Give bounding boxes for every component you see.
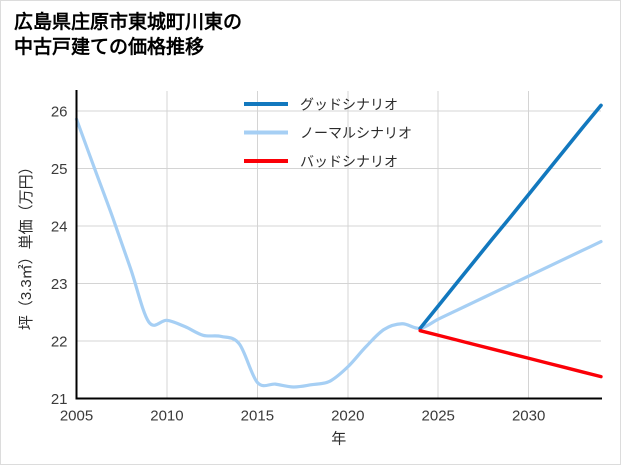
legend-label: バッドシナリオ — [300, 154, 398, 170]
x-axis-tick-labels: 2005 2010 2015 2020 2025 2030 — [60, 408, 546, 425]
y-axis-title: 坪（3.3㎡）単価（万円） — [18, 159, 35, 330]
data-series-group — [74, 103, 603, 389]
x-tick-label: 2010 — [150, 408, 183, 425]
x-tick-label: 2005 — [60, 408, 93, 425]
y-tick-label: 22 — [51, 334, 68, 351]
y-tick-label: 24 — [51, 219, 68, 236]
page-title: 広島県庄原市東城町川東の 中古戸建ての価格推移 — [14, 12, 243, 59]
x-tick-label: 2015 — [241, 408, 274, 425]
x-tick-label: 2030 — [512, 408, 545, 425]
x-axis-title: 年 — [331, 431, 346, 448]
legend-label: ノーマルシナリオ — [300, 125, 412, 141]
x-tick-label: 2025 — [422, 408, 455, 425]
legend-label: グッドシナリオ — [300, 97, 398, 113]
series-line — [74, 117, 603, 389]
series-line — [418, 328, 603, 379]
y-tick-label: 25 — [51, 161, 68, 178]
axis-spines — [75, 90, 602, 400]
y-tick-label: 23 — [51, 276, 68, 293]
series-line — [418, 103, 603, 331]
y-tick-label: 26 — [51, 104, 68, 121]
y-tick-label: 21 — [51, 391, 68, 408]
y-axis-tick-labels: 21 22 23 24 25 26 — [51, 104, 68, 408]
x-tick-label: 2020 — [331, 408, 364, 425]
